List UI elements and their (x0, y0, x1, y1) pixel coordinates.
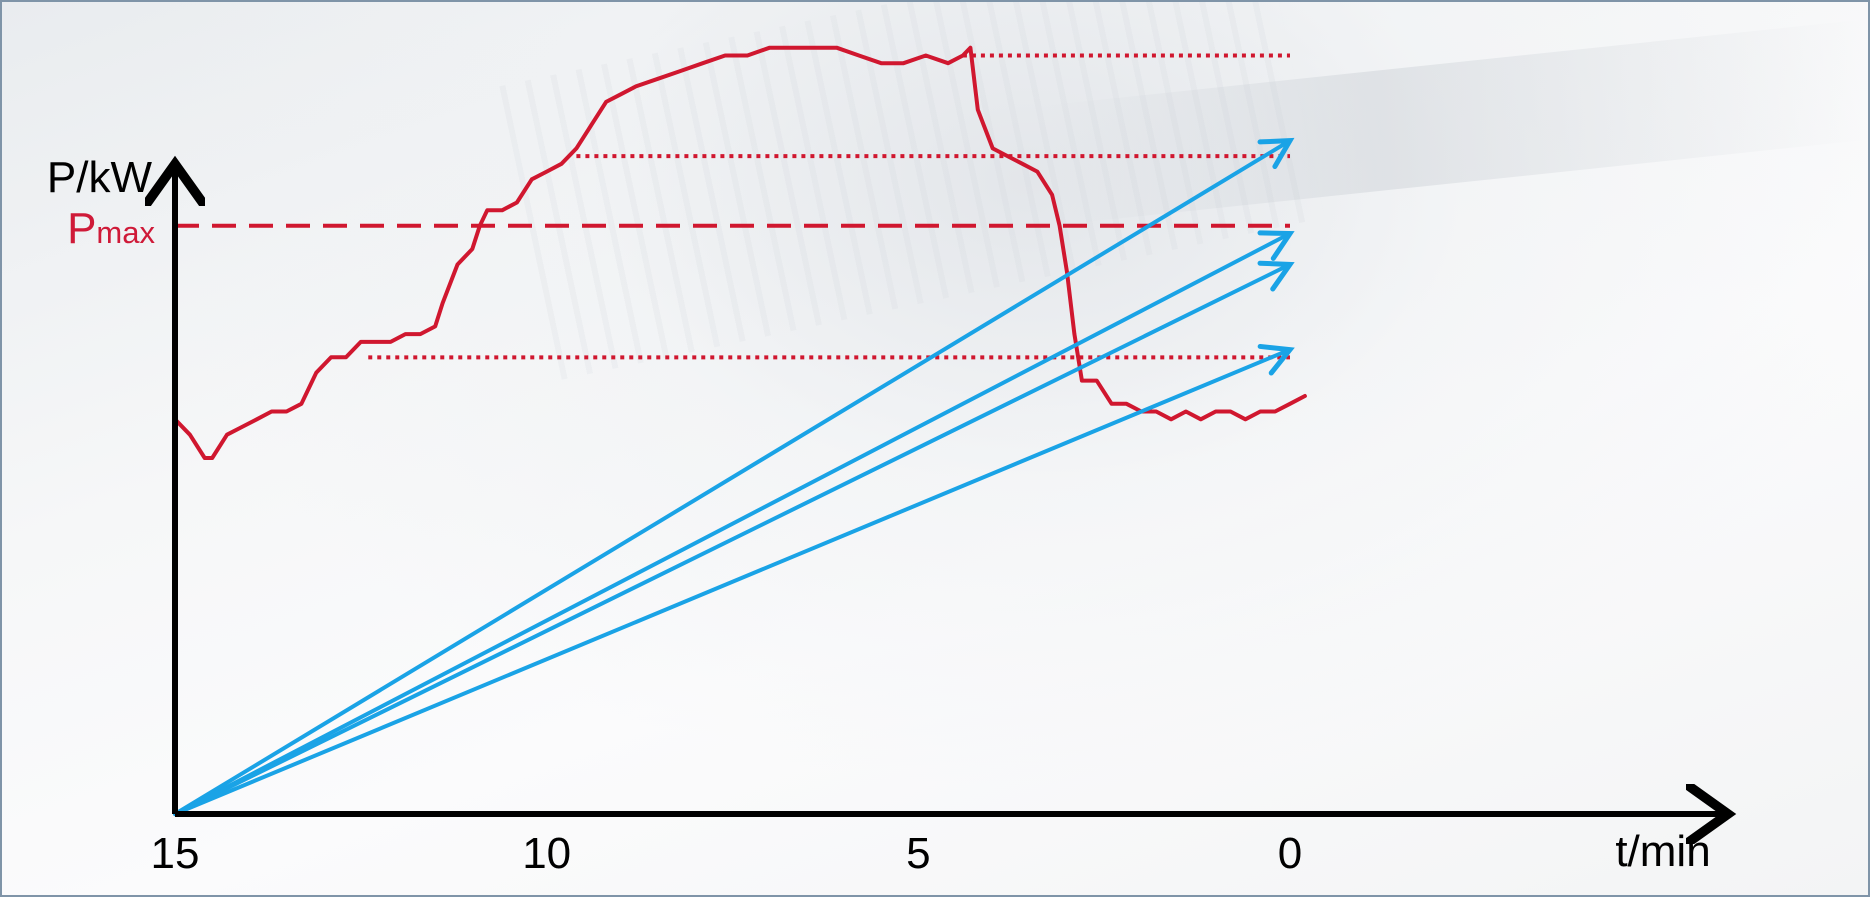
trend-arrows-group (173, 137, 1295, 816)
x-tick-label: 5 (906, 829, 930, 878)
trend-arrow-head (1257, 230, 1295, 261)
x-tick-labels-group: 15 10 5 0 (151, 829, 1303, 878)
labels-group: P/kW t/min Pmax (47, 153, 1711, 876)
x-axis-title: t/min (1615, 827, 1710, 876)
pmax-label: Pmax (67, 204, 155, 253)
x-tick-label: 0 (1278, 829, 1302, 878)
reference-lines-group (175, 53, 1290, 360)
trend-arrow-line (173, 138, 1292, 816)
trend-arrow-line (173, 262, 1292, 816)
power-curve-group (173, 45, 1307, 460)
x-tick-label: 10 (522, 829, 571, 878)
pmax-label-sub: max (96, 215, 155, 250)
trend-arrow-head (1257, 260, 1295, 292)
trend-arrow-head (1257, 343, 1295, 376)
trend-arrow-head (1257, 137, 1295, 170)
power-curve (173, 45, 1307, 460)
trend-arrow-line (173, 231, 1292, 816)
trend-arrow-line (173, 347, 1292, 816)
x-tick-label: 15 (151, 829, 200, 878)
axes-group (175, 170, 1722, 814)
pmax-label-main: P (67, 204, 96, 253)
y-axis-title: P/kW (47, 153, 153, 202)
